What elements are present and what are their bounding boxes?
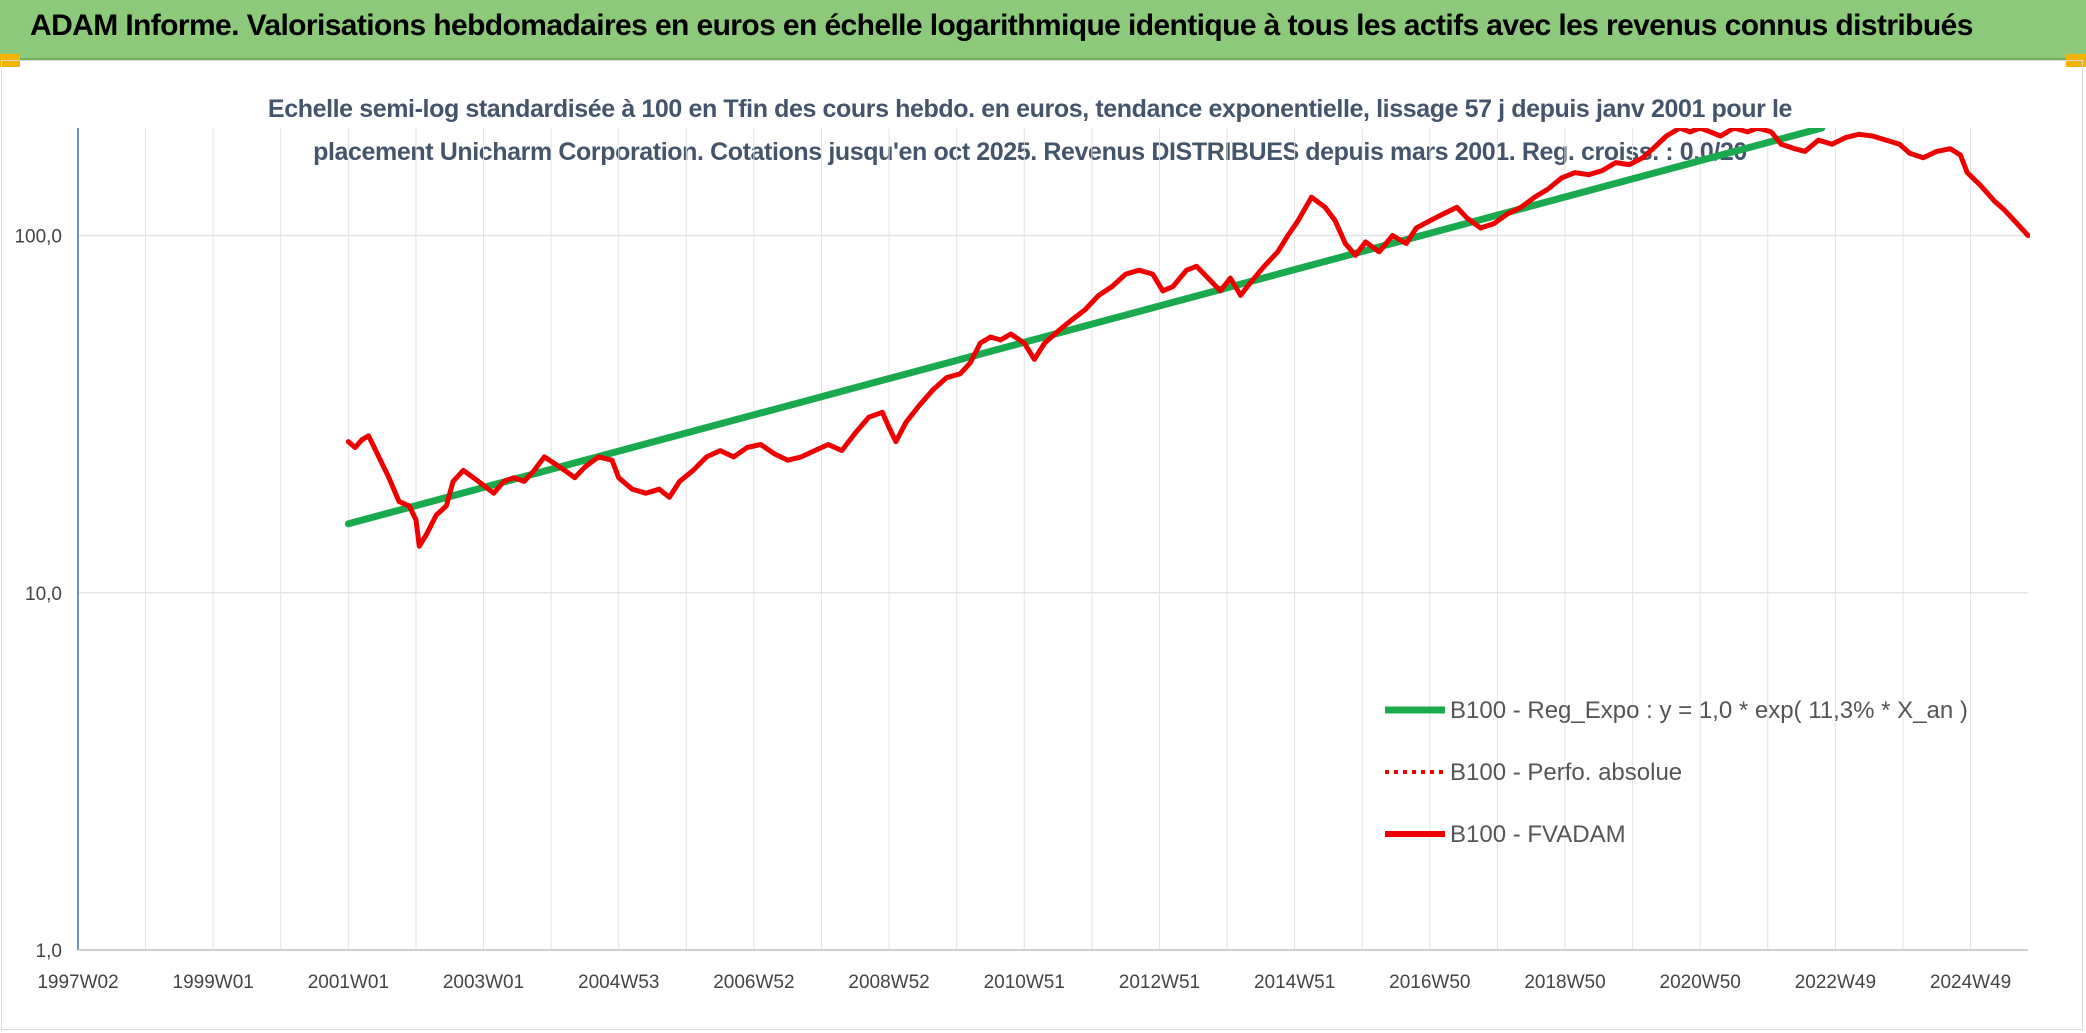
subtitle-line-2: placement Unicharm Corporation. Cotation… (313, 138, 1747, 166)
page-title: ADAM Informe. Valorisations hebdomadaire… (30, 9, 1973, 42)
header-banner: ADAM Informe. Valorisations hebdomadaire… (0, 0, 2086, 60)
chart-subtitle: Echelle semi-log standardisée à 100 en T… (250, 88, 1810, 174)
subtitle-line-1: Echelle semi-log standardisée à 100 en T… (267, 95, 1793, 123)
chart-frame (1, 60, 2083, 1030)
